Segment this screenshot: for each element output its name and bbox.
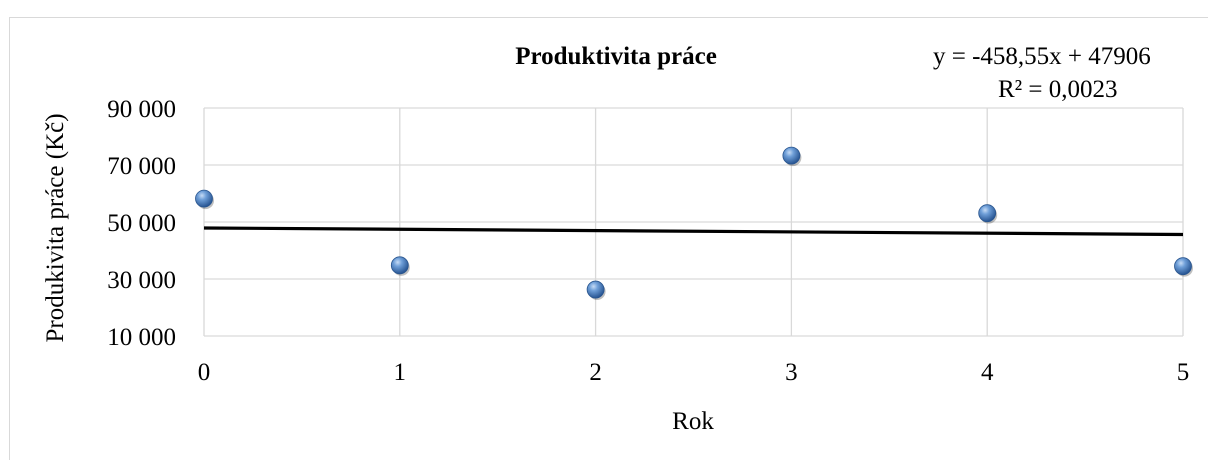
y-tick-label: 10 000 xyxy=(107,324,176,351)
trendline-r-squared: R² = 0,0023 xyxy=(998,76,1118,103)
data-point xyxy=(390,256,409,275)
y-tick-label: 90 000 xyxy=(107,96,176,123)
trendline-equation: y = -458,55x + 47906 xyxy=(933,43,1151,70)
data-point xyxy=(586,280,605,299)
y-axis-label: Produkivita práce (Kč) xyxy=(42,113,69,342)
data-point xyxy=(195,189,213,208)
chart-title: Produktivita práce xyxy=(515,43,717,70)
y-tick-label: 50 000 xyxy=(107,210,176,237)
y-tick-label: 30 000 xyxy=(107,267,176,294)
trendline xyxy=(203,226,1184,237)
x-tick-label: 2 xyxy=(589,359,602,386)
data-point xyxy=(782,146,801,165)
data-point xyxy=(1174,257,1192,276)
chart-frame xyxy=(9,17,1208,460)
data-point xyxy=(978,204,997,223)
x-tick-label: 4 xyxy=(981,359,994,386)
x-axis-label: Rok xyxy=(672,408,714,435)
x-tick-label: 3 xyxy=(785,359,798,386)
x-tick-label: 5 xyxy=(1177,359,1190,386)
x-tick-label: 0 xyxy=(198,359,211,386)
y-tick-label: 70 000 xyxy=(107,153,176,180)
x-tick-label: 1 xyxy=(394,359,407,386)
